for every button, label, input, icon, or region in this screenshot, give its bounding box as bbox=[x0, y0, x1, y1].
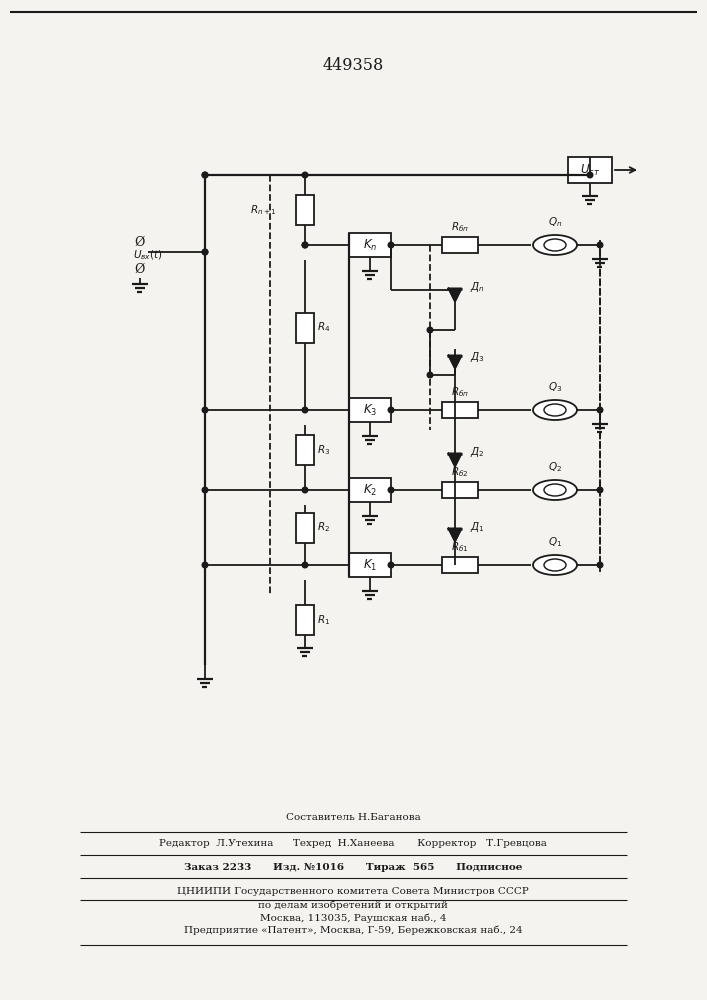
Circle shape bbox=[202, 172, 208, 178]
Text: по делам изобретений и открытий: по делам изобретений и открытий bbox=[258, 900, 448, 910]
Text: $R_{б1}$: $R_{б1}$ bbox=[451, 540, 469, 554]
Bar bbox=[296, 605, 314, 635]
Circle shape bbox=[388, 487, 394, 493]
Text: 449358: 449358 bbox=[322, 56, 384, 74]
Circle shape bbox=[202, 487, 208, 493]
Bar bbox=[442, 237, 478, 253]
Text: $Q_2$: $Q_2$ bbox=[548, 460, 562, 474]
Text: $U_{вx}(t)$: $U_{вx}(t)$ bbox=[133, 248, 163, 262]
Circle shape bbox=[302, 562, 308, 568]
Ellipse shape bbox=[544, 484, 566, 496]
Circle shape bbox=[388, 407, 394, 413]
Ellipse shape bbox=[544, 404, 566, 416]
Circle shape bbox=[597, 407, 603, 413]
Ellipse shape bbox=[544, 559, 566, 571]
Text: $R_{б2}$: $R_{б2}$ bbox=[451, 465, 469, 479]
Circle shape bbox=[597, 242, 603, 248]
Text: Редактор  Л.Утехина      Техред  Н.Ханеева       Корректор   Т.Гревцова: Редактор Л.Утехина Техред Н.Ханеева Корр… bbox=[159, 840, 547, 848]
Circle shape bbox=[302, 487, 308, 493]
Bar bbox=[349, 478, 391, 502]
Circle shape bbox=[202, 249, 208, 255]
Text: Предприятие «Патент», Москва, Г-59, Бережковская наб., 24: Предприятие «Патент», Москва, Г-59, Бере… bbox=[184, 925, 522, 935]
Text: Москва, 113035, Раушская наб., 4: Москва, 113035, Раушская наб., 4 bbox=[259, 913, 446, 923]
Bar bbox=[296, 195, 314, 225]
Bar bbox=[296, 512, 314, 542]
Text: $Q_1$: $Q_1$ bbox=[548, 535, 562, 549]
Text: $R_{n+1}$: $R_{n+1}$ bbox=[250, 203, 277, 217]
Text: $R_3$: $R_3$ bbox=[317, 443, 330, 457]
Circle shape bbox=[427, 372, 433, 378]
Circle shape bbox=[388, 242, 394, 248]
Ellipse shape bbox=[533, 235, 577, 255]
Circle shape bbox=[202, 407, 208, 413]
Circle shape bbox=[302, 242, 308, 248]
Polygon shape bbox=[448, 356, 462, 368]
Circle shape bbox=[588, 172, 592, 178]
Circle shape bbox=[597, 487, 603, 493]
Text: $K_1$: $K_1$ bbox=[363, 557, 377, 573]
Text: $Q_3$: $Q_3$ bbox=[548, 380, 562, 394]
Text: $U_{cт}$: $U_{cт}$ bbox=[580, 162, 600, 178]
Bar bbox=[349, 233, 391, 257]
Polygon shape bbox=[448, 528, 462, 542]
Text: $Д_1$: $Д_1$ bbox=[470, 520, 484, 534]
Text: Заказ 2233      Изд. №1016      Тираж  565      Подписное: Заказ 2233 Изд. №1016 Тираж 565 Подписно… bbox=[184, 863, 522, 872]
Ellipse shape bbox=[544, 239, 566, 251]
Text: $Д_n$: $Д_n$ bbox=[470, 280, 484, 294]
Text: $K_3$: $K_3$ bbox=[363, 402, 377, 418]
Text: ЦНИИПИ Государственного комитета Совета Министров СССР: ЦНИИПИ Государственного комитета Совета … bbox=[177, 888, 529, 896]
Bar bbox=[442, 402, 478, 418]
Circle shape bbox=[302, 242, 308, 248]
Circle shape bbox=[452, 562, 458, 568]
Bar bbox=[296, 435, 314, 465]
Text: Ø: Ø bbox=[135, 262, 145, 275]
Ellipse shape bbox=[533, 555, 577, 575]
Circle shape bbox=[202, 249, 208, 255]
Text: $R_2$: $R_2$ bbox=[317, 521, 330, 534]
Text: $R_{бп}$: $R_{бп}$ bbox=[451, 220, 469, 234]
Circle shape bbox=[302, 407, 308, 413]
Circle shape bbox=[388, 562, 394, 568]
Polygon shape bbox=[448, 454, 462, 466]
Bar bbox=[349, 553, 391, 577]
Ellipse shape bbox=[533, 400, 577, 420]
Bar bbox=[296, 312, 314, 342]
Circle shape bbox=[452, 407, 458, 413]
Text: $Q_n$: $Q_n$ bbox=[548, 215, 562, 229]
Circle shape bbox=[302, 172, 308, 178]
Text: $R_4$: $R_4$ bbox=[317, 321, 330, 334]
Text: Составитель Н.Баганова: Составитель Н.Баганова bbox=[286, 814, 421, 822]
Circle shape bbox=[452, 487, 458, 493]
Ellipse shape bbox=[533, 480, 577, 500]
Text: Ø: Ø bbox=[135, 235, 145, 248]
Text: $Д_3$: $Д_3$ bbox=[470, 350, 484, 364]
Bar bbox=[349, 398, 391, 422]
Circle shape bbox=[202, 172, 208, 178]
Bar bbox=[442, 557, 478, 573]
Circle shape bbox=[427, 327, 433, 333]
Polygon shape bbox=[448, 288, 462, 302]
Text: $Д_2$: $Д_2$ bbox=[470, 445, 484, 459]
Bar bbox=[568, 157, 612, 183]
Text: $R_1$: $R_1$ bbox=[317, 613, 330, 627]
Circle shape bbox=[202, 562, 208, 568]
Bar bbox=[442, 482, 478, 498]
Text: $K_n$: $K_n$ bbox=[363, 237, 378, 253]
Circle shape bbox=[597, 562, 603, 568]
Text: $K_2$: $K_2$ bbox=[363, 482, 377, 498]
Text: $R_{бп}$: $R_{бп}$ bbox=[451, 385, 469, 399]
